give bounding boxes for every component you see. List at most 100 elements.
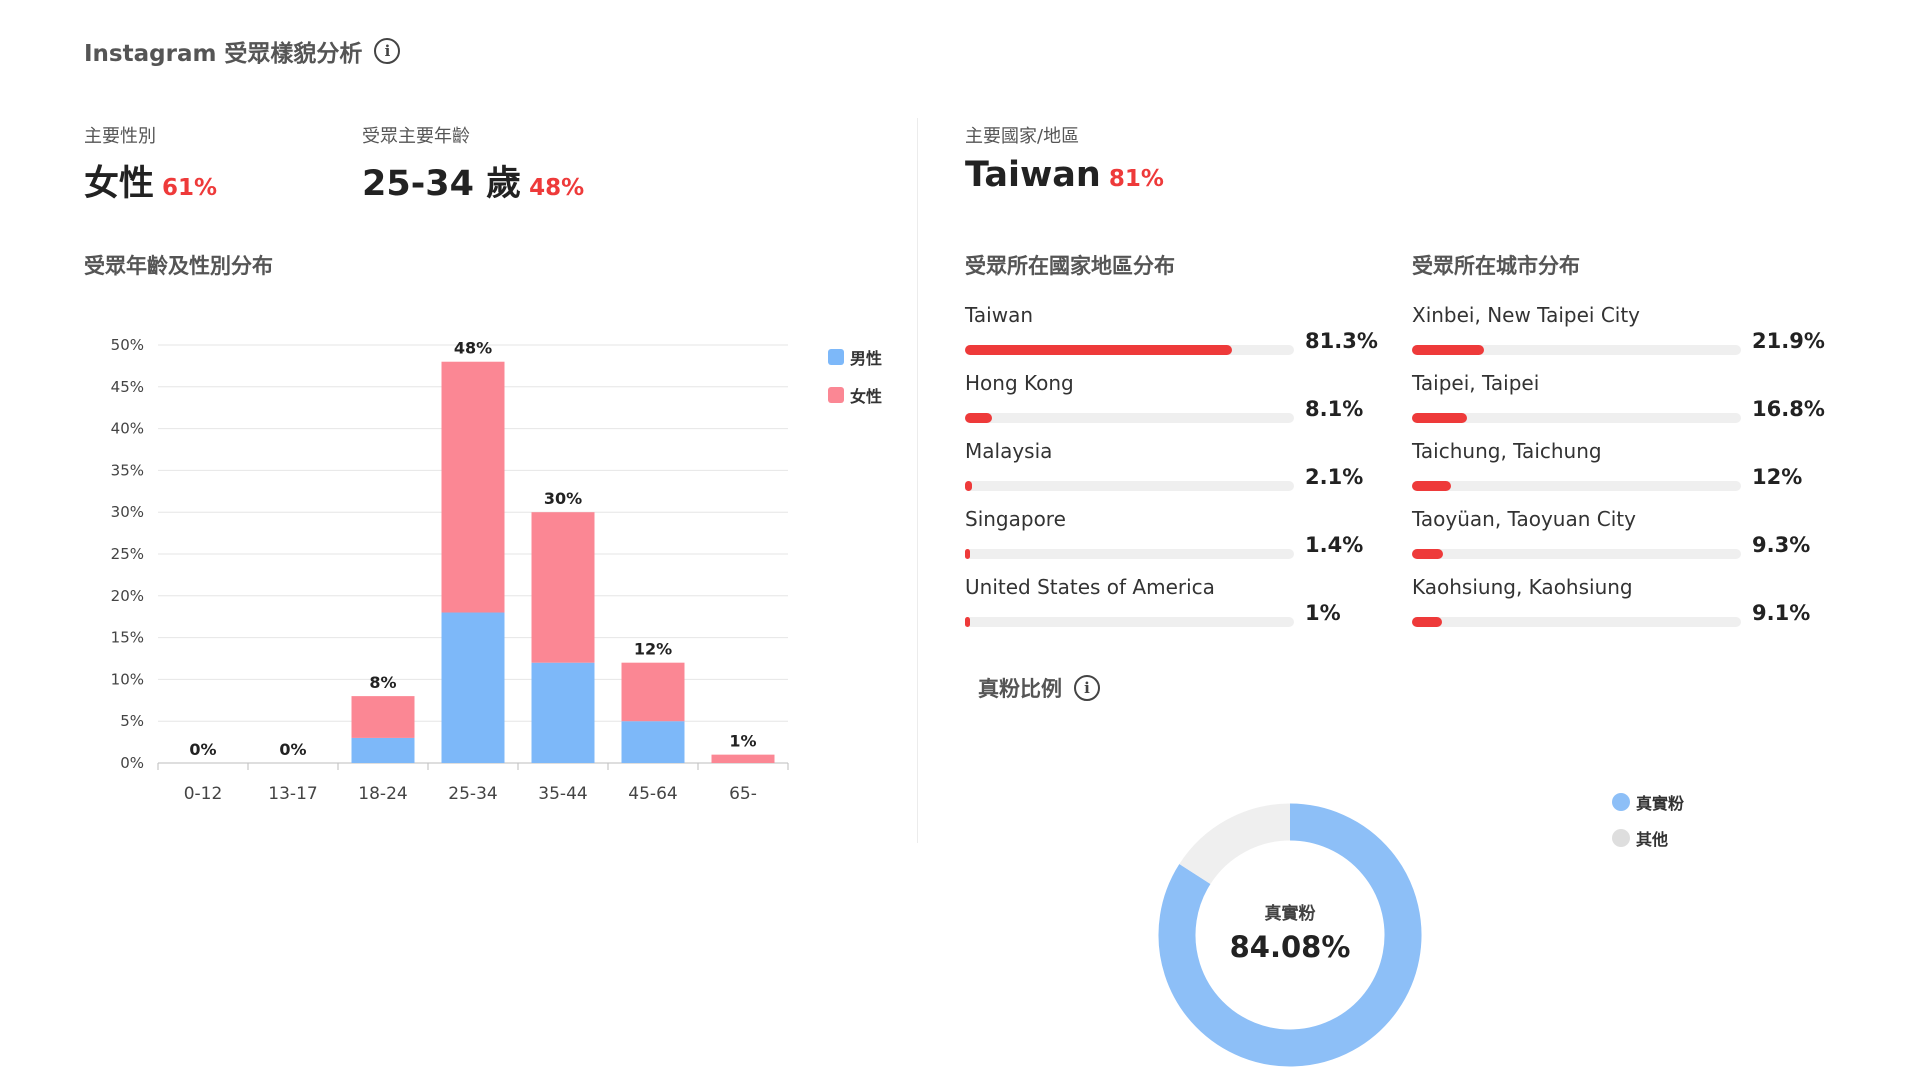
city-name: Kaohsiung, Kaohsiung xyxy=(1412,575,1633,599)
city-fill xyxy=(1412,345,1485,355)
info-icon[interactable]: i xyxy=(374,38,401,64)
country-track xyxy=(965,617,1294,627)
country-value: 1.4% xyxy=(1305,533,1364,557)
country-name: Hong Kong xyxy=(965,371,1074,395)
city-fill xyxy=(1412,481,1452,491)
age-gender-chart: 0% 5% 10% 15% 20% 25% 30% 35% 40% 45% 50% 0% 0-12 0% 1… xyxy=(111,336,789,804)
y-tick-label: 40% xyxy=(111,420,144,438)
kpi-gender-main: 女性 xyxy=(84,164,155,204)
legend-other-swatch xyxy=(1612,829,1630,847)
country-row: Malaysia 2.1% xyxy=(965,439,1375,491)
city-value: 12% xyxy=(1752,465,1803,489)
city-track xyxy=(1412,549,1741,559)
age-gender-title: 受眾年齡及性別分布 xyxy=(84,254,273,278)
bar-total-label: 30% xyxy=(544,489,582,508)
real-fans-donut: 真實粉 84.08% xyxy=(1158,803,1422,1067)
country-fill xyxy=(965,549,970,559)
city-track xyxy=(1412,345,1741,355)
real-fans-title: 真粉比例 i xyxy=(978,673,1100,703)
city-track xyxy=(1412,481,1741,491)
bar-total-label: 0% xyxy=(279,740,306,759)
bar-total-label: 8% xyxy=(369,673,396,692)
bar-segment[interactable] xyxy=(621,721,685,763)
y-tick-label: 15% xyxy=(111,629,144,647)
city-fill xyxy=(1412,413,1468,423)
city-value: 9.3% xyxy=(1752,533,1811,557)
y-tick-label: 45% xyxy=(111,378,144,396)
city-track xyxy=(1412,617,1741,627)
kpi-age-pct: 48% xyxy=(529,175,585,201)
legend-real: 真實粉 xyxy=(1612,790,1684,814)
city-row: Xinbei, New Taipei City 21.9% xyxy=(1412,303,1825,355)
x-tick-label: 18-24 xyxy=(358,784,407,804)
country-name: Malaysia xyxy=(965,439,1053,463)
city-name: Taichung, Taichung xyxy=(1412,439,1602,463)
country-value: 81.3% xyxy=(1305,329,1378,353)
cities-title: 受眾所在城市分布 xyxy=(1412,254,1580,278)
kpi-gender-value: 女性 61% xyxy=(84,155,217,206)
country-row: United States of America 1% xyxy=(965,575,1375,627)
x-tick-label: 45-64 xyxy=(628,784,677,804)
x-tick-label: 13-17 xyxy=(268,784,317,804)
bar-total-label: 48% xyxy=(454,339,492,358)
city-name: Taipei, Taipei xyxy=(1412,371,1540,395)
bar-segment[interactable] xyxy=(531,662,595,763)
country-value: 1% xyxy=(1305,601,1341,625)
country-fill xyxy=(965,617,970,627)
bar-segment[interactable] xyxy=(351,737,415,763)
real-fans-legend: 真實粉 其他 xyxy=(1612,790,1684,850)
y-tick-label: 20% xyxy=(111,587,144,605)
country-row: Taiwan 81.3% xyxy=(965,303,1378,355)
y-tick-label: 35% xyxy=(111,461,144,479)
bar-segment[interactable] xyxy=(621,662,685,722)
bar-total-label: 0% xyxy=(189,740,216,759)
kpi-country-label: 主要國家/地區 xyxy=(965,126,1080,147)
city-value: 9.1% xyxy=(1752,601,1811,625)
city-row: Taipei, Taipei 16.8% xyxy=(1412,371,1825,423)
city-value: 16.8% xyxy=(1752,397,1825,421)
y-tick-label: 30% xyxy=(111,503,144,521)
page-title-text: Instagram 受眾樣貌分析 xyxy=(84,41,363,67)
legend-other: 其他 xyxy=(1612,826,1684,850)
kpi-age-main: 25-34 歲 xyxy=(362,164,522,204)
bar-segment[interactable] xyxy=(351,696,415,738)
country-name: Taiwan xyxy=(965,303,1034,327)
bar-segment[interactable] xyxy=(441,612,505,763)
real-fans-title-text: 真粉比例 xyxy=(978,677,1062,701)
legend-real-label: 真實粉 xyxy=(1636,794,1685,813)
city-row: Taoyüan, Taoyuan City 9.3% xyxy=(1412,507,1822,559)
city-track xyxy=(1412,413,1741,423)
x-tick-label: 65- xyxy=(729,784,757,804)
bar-segment[interactable] xyxy=(531,512,595,663)
bar-total-label: 12% xyxy=(634,640,672,659)
legend-other-label: 其他 xyxy=(1636,830,1669,849)
x-tick-label: 0-12 xyxy=(184,784,223,804)
bar-total-label: 1% xyxy=(729,732,756,751)
donut-slice[interactable] xyxy=(1158,803,1422,1067)
donut-center-label: 真實粉 xyxy=(1265,903,1316,924)
kpi-gender-label: 主要性別 xyxy=(84,126,156,147)
info-icon[interactable]: i xyxy=(1074,675,1100,701)
bar-segment[interactable] xyxy=(711,754,775,763)
country-name: United States of America xyxy=(965,575,1215,599)
country-row: Singapore 1.4% xyxy=(965,507,1375,559)
y-tick-label: 0% xyxy=(120,754,144,772)
page-title: Instagram 受眾樣貌分析 i xyxy=(84,34,401,68)
country-fill xyxy=(965,413,992,423)
donut-slice[interactable] xyxy=(1179,803,1291,885)
y-tick-label: 50% xyxy=(111,336,144,354)
country-track xyxy=(965,345,1294,355)
country-value: 8.1% xyxy=(1305,397,1364,421)
bar-segment[interactable] xyxy=(441,361,505,613)
country-track xyxy=(965,549,1294,559)
city-name: Xinbei, New Taipei City xyxy=(1412,303,1641,327)
city-row: Kaohsiung, Kaohsiung 9.1% xyxy=(1412,575,1822,627)
country-fill xyxy=(965,345,1233,355)
column-divider xyxy=(917,118,918,843)
y-tick-label: 10% xyxy=(111,670,144,688)
kpi-gender-pct: 61% xyxy=(162,175,218,201)
kpi-country-main: Taiwan xyxy=(965,155,1101,195)
legend-female: 女性 xyxy=(828,383,882,407)
city-value: 21.9% xyxy=(1752,329,1825,353)
city-name: Taoyüan, Taoyuan City xyxy=(1412,507,1636,531)
